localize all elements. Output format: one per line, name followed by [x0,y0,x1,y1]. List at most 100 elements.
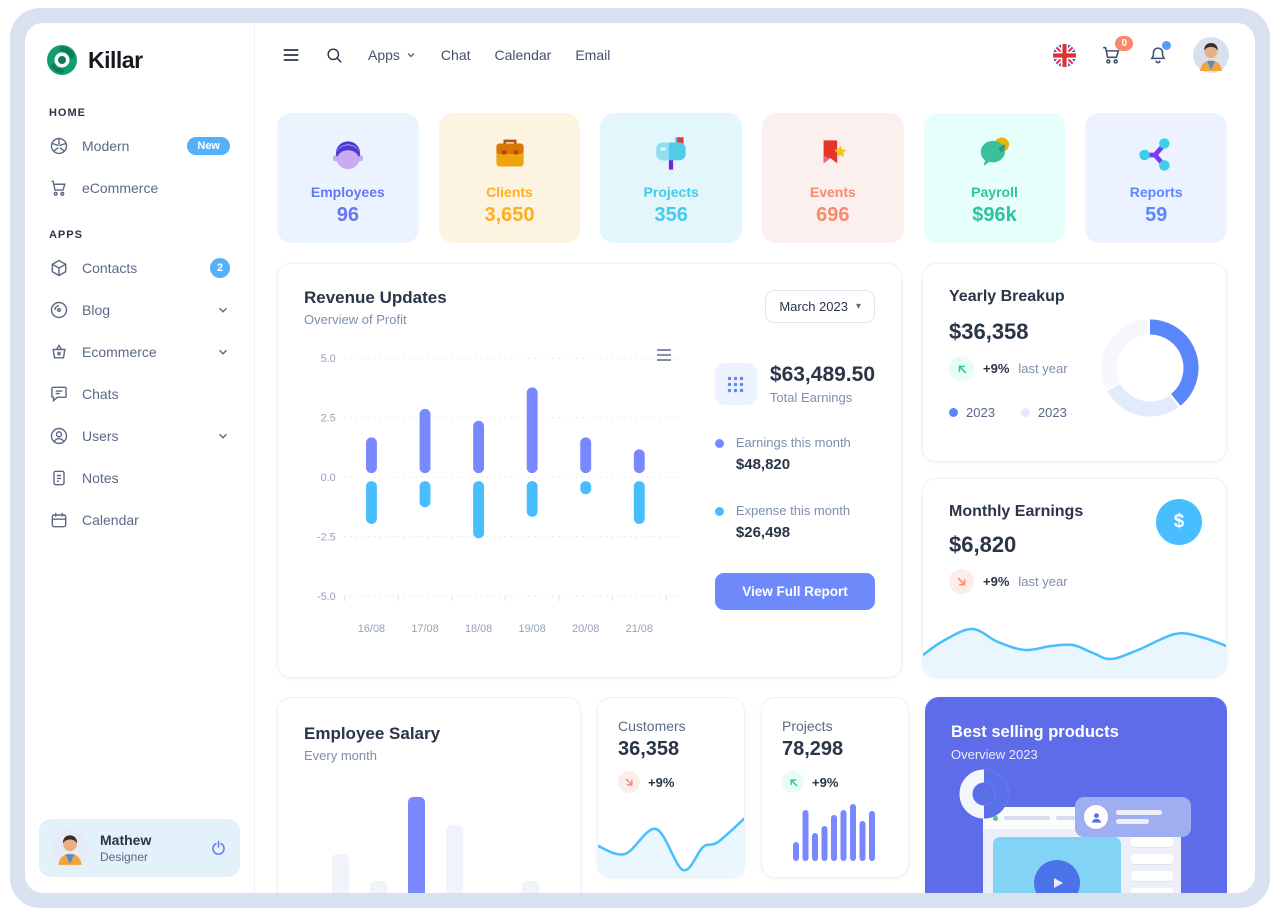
mini-card-label: Customers [618,718,686,734]
card-title: Monthly Earnings [949,503,1084,520]
customers-line-chart[interactable] [598,792,745,877]
stat-label: Reports [1129,183,1183,200]
customers-delta: +9% [618,771,724,793]
nav-calendar[interactable]: Calendar [494,47,552,63]
stat-card-payroll[interactable]: Payroll $96k [923,113,1066,243]
logout-button[interactable] [209,839,228,858]
revenue-body: 5.0 2.5 0.0 -2.5 -5.0 16/08 17/08 18/08 19/08 20/… [304,341,875,641]
hamburger-icon [283,49,299,61]
delta-percent: +9% [648,774,675,790]
sidebar-item-label: Ecommerce [82,344,157,360]
legend-value: $26,498 [735,524,791,541]
notifications-button[interactable] [1147,41,1171,66]
dashboard-content: Employees 96 Clients 3,650 [255,87,1255,893]
stat-card-events[interactable]: Events 696 [762,113,904,243]
section-apps: APPS [49,229,83,241]
middle-row: Revenue Updates Overview of Profit March… [277,263,1227,678]
menu-toggle-button[interactable] [281,45,301,65]
legend-label: Expense this month [735,503,851,518]
revenue-summary: $63,489.50 Total Earnings Earnings this … [689,341,875,641]
stat-card-clients[interactable]: Clients 3,650 [438,113,581,243]
svg-text:20/08: 20/08 [572,623,599,635]
stat-value: 96 [336,203,359,226]
svg-text:-5.0: -5.0 [317,591,336,603]
language-button[interactable] [1052,43,1077,68]
profile-button[interactable] [1193,37,1229,73]
nav-apps[interactable]: Apps [368,47,417,63]
sidebar-item-notes[interactable]: Notes [39,459,240,497]
sidebar-item-users[interactable]: Users [39,417,240,455]
stat-card-projects[interactable]: Projects 356 [600,113,743,243]
svg-text:0.0: 0.0 [321,472,336,484]
svg-text:-2.5: -2.5 [317,532,336,544]
sidebar-item-blog[interactable]: Blog [39,291,240,329]
sidebar-item-contacts[interactable]: Contacts 2 [39,249,240,287]
yearly-legend: 2023 2023 [949,405,1200,420]
search-button[interactable] [325,46,344,65]
sidebar-user-card[interactable]: Mathew Designer [39,819,240,877]
calendar-icon [51,512,67,528]
sidebar-item-calendar[interactable]: Calendar [39,501,240,539]
svg-text:16/08: 16/08 [358,623,385,635]
sidebar-item-label: Notes [82,470,119,486]
power-icon [212,840,225,855]
svg-text:21/08: 21/08 [626,623,653,635]
mini-card-value: 78,298 [782,738,844,760]
best-selling-products-card[interactable]: Best selling products Overview 2023 [925,697,1227,893]
sidebar-item-ecommerce-home[interactable]: eCommerce [39,169,240,207]
legend-dot [1020,408,1030,417]
sidebar-item-chats[interactable]: Chats [39,375,240,413]
topbar-actions: 0 [1052,36,1229,73]
monthly-earnings-area-chart[interactable] [923,597,1227,677]
monthly-earnings-card: Monthly Earnings $ $6,820 +9% last year [922,478,1227,678]
svg-text:18/08: 18/08 [465,623,492,635]
sidebar-item-label: Users [82,428,119,444]
currency-dollar-icon[interactable]: $ [1156,499,1202,545]
chart-menu-button[interactable] [656,348,672,367]
employee-salary-card: Employee Salary Every month [277,697,581,893]
projects-bar-chart[interactable] [792,801,880,861]
nav-email[interactable]: Email [575,47,611,63]
stat-value: 3,650 [484,203,535,226]
svg-text:19/08: 19/08 [519,623,546,635]
employee-salary-bar-chart[interactable] [278,697,581,893]
chevron-down-icon [407,53,415,58]
caret-down-icon: ▾ [855,301,861,312]
sidebar-item-label: Blog [82,302,111,318]
window-frame: Killar HOME Modern New eCommerce APPS Co… [10,8,1270,908]
mailbox-icon [648,130,694,180]
chat-bubble-icon [972,130,1018,180]
delta-percent: +9% [812,774,839,790]
logo[interactable]: Killar [25,23,254,87]
sidebar-item-ecommerce-apps[interactable]: Ecommerce [39,333,240,371]
message-icon [51,386,67,403]
revenue-bar-chart[interactable]: 5.0 2.5 0.0 -2.5 -5.0 16/08 17/08 18/08 19/08 20/… [304,341,689,641]
sidebar-item-modern[interactable]: Modern New [39,127,240,165]
stat-card-reports[interactable]: Reports 59 [1085,113,1228,243]
legend-label: 2023 [1037,405,1067,420]
play-icon [1034,860,1080,893]
avatar [51,829,89,867]
illustration-video-area [993,837,1121,893]
bottom-row: Employee Salary Every month Customers 36… [277,697,1227,893]
app-window: Killar HOME Modern New eCommerce APPS Co… [25,23,1255,893]
illustration-list [1131,837,1173,893]
arrow-up-left-icon [949,356,974,381]
yearly-donut-chart[interactable] [1094,312,1206,429]
stat-card-employees[interactable]: Employees 96 [277,113,419,243]
bell-icon [1150,47,1166,64]
stat-label: Clients [486,183,533,200]
period-dropdown[interactable]: March 2023 ▾ [765,290,875,323]
yearly-delta: +9% last year [949,356,1200,381]
mini-card-value: 36,358 [618,738,680,760]
card-title: Revenue Updates [304,288,447,307]
card-subtitle: Every month [304,748,377,763]
card-subtitle: Overview of Profit [304,312,407,327]
illustration-donut [959,769,1009,824]
search-icon [327,47,342,63]
legend-expense: Expense this month $26,498 [714,503,875,541]
view-full-report-button[interactable]: View Full Report [714,573,875,610]
cart-button[interactable]: 0 [1101,36,1133,66]
delta-percent: +9% [983,574,1010,589]
nav-chat[interactable]: Chat [440,47,471,63]
